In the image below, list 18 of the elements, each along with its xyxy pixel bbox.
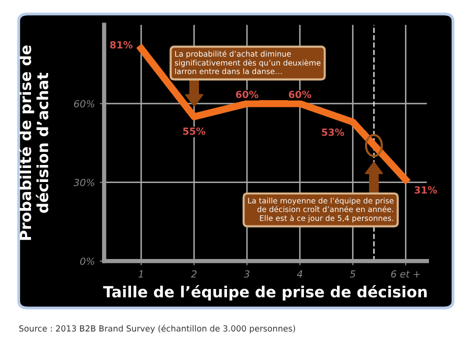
y-axis-title: Probabilité de prise de décision d’achat xyxy=(18,45,48,240)
x-tick-label: 6 et + xyxy=(391,270,420,278)
y-tick-label: 60% xyxy=(74,100,94,108)
data-label: 81% xyxy=(110,41,133,49)
x-tick-label: 5 xyxy=(350,270,356,278)
x-tick-label: 1 xyxy=(138,270,143,278)
x-axis-title: Taille de l’équipe de prise de décision xyxy=(103,285,427,300)
data-label: 60% xyxy=(288,90,312,98)
y-tick-label: 30% xyxy=(74,178,94,186)
data-label: 60% xyxy=(236,90,258,98)
y-tick-label: 0% xyxy=(80,258,94,265)
x-tick-label: 3 xyxy=(244,270,250,278)
data-label: 55% xyxy=(183,127,206,135)
x-tick-label: 4 xyxy=(296,270,302,278)
x-tick-label: 2 xyxy=(191,270,197,278)
source-note: Source : 2013 B2B Brand Survey (échantillon de 3.000 personnes) xyxy=(19,324,296,334)
data-label: 53% xyxy=(322,128,344,136)
data-label: 31% xyxy=(414,186,437,194)
